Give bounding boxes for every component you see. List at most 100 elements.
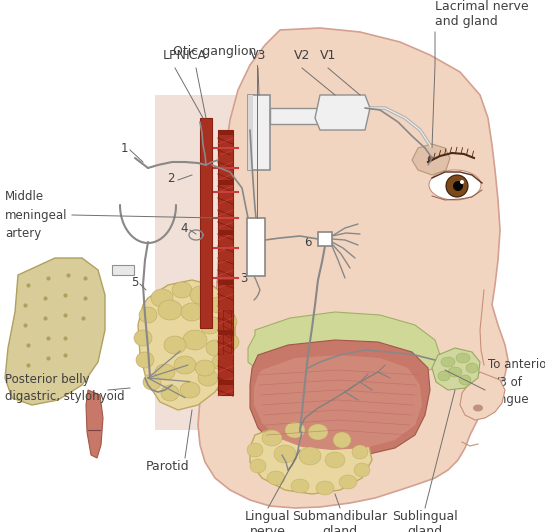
Bar <box>218 355 233 360</box>
Ellipse shape <box>155 364 175 380</box>
Text: 5: 5 <box>131 276 138 288</box>
Ellipse shape <box>354 463 370 477</box>
Text: V2: V2 <box>294 49 310 62</box>
Ellipse shape <box>333 432 351 448</box>
Ellipse shape <box>190 286 210 304</box>
Ellipse shape <box>325 452 345 468</box>
Bar <box>218 255 233 260</box>
Ellipse shape <box>441 357 455 367</box>
Text: Lacrimal nerve
and gland: Lacrimal nerve and gland <box>435 0 529 28</box>
Ellipse shape <box>206 340 224 356</box>
Ellipse shape <box>134 330 152 346</box>
Ellipse shape <box>174 356 196 374</box>
Ellipse shape <box>459 375 471 385</box>
Ellipse shape <box>473 404 483 411</box>
Bar <box>218 280 233 285</box>
Text: Otic ganglion: Otic ganglion <box>173 45 257 58</box>
Bar <box>248 95 270 170</box>
Ellipse shape <box>247 443 263 457</box>
Text: Posterior belly
digastric, stylohyoid: Posterior belly digastric, stylohyoid <box>5 373 125 403</box>
Ellipse shape <box>352 445 368 459</box>
Text: V3: V3 <box>250 49 266 62</box>
Polygon shape <box>138 280 235 410</box>
Polygon shape <box>315 95 370 130</box>
Ellipse shape <box>267 471 285 485</box>
Bar <box>218 180 233 185</box>
Bar <box>218 130 233 135</box>
Polygon shape <box>198 28 508 508</box>
Ellipse shape <box>466 363 478 373</box>
Polygon shape <box>460 372 505 420</box>
Ellipse shape <box>136 352 154 368</box>
Ellipse shape <box>299 447 321 465</box>
Bar <box>223 305 231 355</box>
Ellipse shape <box>200 316 220 334</box>
Bar <box>318 232 332 246</box>
Polygon shape <box>155 95 310 430</box>
Polygon shape <box>250 422 372 494</box>
Text: To anterior
2/3 of
tongue: To anterior 2/3 of tongue <box>488 359 545 405</box>
Text: Submandibular
gland: Submandibular gland <box>293 510 387 532</box>
Bar <box>112 265 134 275</box>
Bar <box>248 95 253 170</box>
Ellipse shape <box>221 334 239 350</box>
Ellipse shape <box>158 300 182 320</box>
Ellipse shape <box>209 297 227 313</box>
Ellipse shape <box>250 459 266 473</box>
Text: LPN: LPN <box>163 49 187 62</box>
Ellipse shape <box>448 367 462 377</box>
Ellipse shape <box>183 330 207 350</box>
Text: 1: 1 <box>120 142 128 154</box>
Bar <box>218 330 233 335</box>
Polygon shape <box>254 355 422 450</box>
Bar <box>218 205 233 210</box>
Ellipse shape <box>262 430 282 446</box>
Polygon shape <box>5 258 105 405</box>
Ellipse shape <box>180 382 200 398</box>
Text: Sublingual
gland: Sublingual gland <box>392 510 458 532</box>
Bar <box>218 380 233 385</box>
Bar <box>218 305 233 310</box>
Text: ICA: ICA <box>185 49 207 62</box>
Ellipse shape <box>181 303 203 321</box>
Bar <box>218 230 233 235</box>
Polygon shape <box>250 340 430 458</box>
Ellipse shape <box>453 181 463 191</box>
Ellipse shape <box>316 481 334 495</box>
Bar <box>200 118 212 328</box>
Ellipse shape <box>151 289 173 307</box>
Ellipse shape <box>164 336 186 354</box>
Ellipse shape <box>161 385 179 401</box>
Ellipse shape <box>198 370 218 386</box>
Ellipse shape <box>438 371 450 381</box>
Ellipse shape <box>195 360 215 376</box>
Polygon shape <box>412 144 450 175</box>
Polygon shape <box>248 312 440 375</box>
Ellipse shape <box>143 374 161 390</box>
Bar <box>247 218 265 276</box>
Ellipse shape <box>139 307 157 323</box>
Text: 2: 2 <box>167 171 175 185</box>
Ellipse shape <box>274 445 296 463</box>
Ellipse shape <box>429 170 481 200</box>
Ellipse shape <box>456 353 470 363</box>
Text: 3: 3 <box>241 271 248 285</box>
Bar <box>270 108 325 124</box>
Text: V1: V1 <box>320 49 336 62</box>
Ellipse shape <box>285 422 305 438</box>
Text: 4: 4 <box>180 221 188 235</box>
Ellipse shape <box>446 175 468 197</box>
Bar <box>218 130 233 395</box>
Ellipse shape <box>291 479 309 493</box>
Ellipse shape <box>212 354 232 370</box>
Ellipse shape <box>219 314 237 330</box>
Bar <box>218 155 233 160</box>
Text: Middle
meningeal
artery: Middle meningeal artery <box>5 190 68 239</box>
Text: Parotid: Parotid <box>146 460 190 473</box>
Ellipse shape <box>308 424 328 440</box>
Ellipse shape <box>460 180 464 184</box>
Ellipse shape <box>172 282 192 298</box>
Text: Lingual
nerve: Lingual nerve <box>245 510 290 532</box>
Ellipse shape <box>339 475 357 489</box>
Polygon shape <box>432 348 480 390</box>
